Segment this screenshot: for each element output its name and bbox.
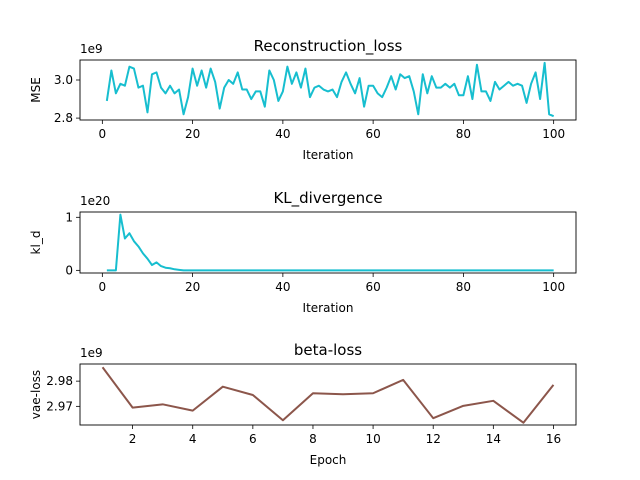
x-tick-label: 20 [185,127,200,141]
axes-frame [79,211,577,274]
series-line-0 [105,61,555,118]
x-tick-label: 100 [542,280,565,294]
y-axis-label: vae-loss [29,370,43,419]
x-tick-label: 6 [249,432,257,446]
x-tick-label: 2 [129,432,137,446]
y-axis-label: MSE [29,77,43,103]
x-axis-label: Iteration [303,148,354,162]
x-axis-label: Epoch [310,453,347,467]
y-offset-text: 1e20 [80,194,110,208]
y-tick-label: 0 [65,263,73,277]
x-tick-label: 8 [309,432,317,446]
x-tick-label: 60 [365,127,380,141]
x-tick-label: 0 [99,127,107,141]
series-line-0 [106,213,554,272]
y-tick-label: 2.98 [46,374,73,388]
x-tick-label: 80 [456,280,471,294]
x-tick-label: 4 [189,432,197,446]
y-tick-label: 2.8 [54,111,73,125]
chart-reconstruction-loss: Reconstruction_loss Iteration MSE 1e9 0 2… [29,37,577,162]
axes-frame [79,59,577,121]
series-line-0 [101,366,555,424]
x-tick-label: 0 [99,280,107,294]
chart-title: KL_divergence [273,189,382,208]
x-tick-label: 12 [426,432,441,446]
axes-frame [79,363,577,426]
x-tick-label: 20 [185,280,200,294]
x-tick-label: 40 [275,280,290,294]
chart-kl-divergence: KL_divergence Iteration kl_d 1e20 0 20 40 6… [29,189,577,315]
chart-beta-loss: beta-loss Epoch vae-loss 1e9 2 4 6 8 10 12 14 1… [29,341,577,467]
x-tick-label: 60 [365,280,380,294]
x-tick-label: 10 [365,432,380,446]
x-axis-label: Iteration [303,301,354,315]
chart-title: beta-loss [294,341,362,359]
y-offset-text: 1e9 [80,42,103,56]
y-offset-text: 1e9 [80,346,103,360]
x-tick-label: 14 [486,432,501,446]
x-tick-label: 40 [275,127,290,141]
y-tick-label: 1 [65,210,73,224]
x-tick-label: 16 [546,432,561,446]
y-axis-label: kl_d [29,231,43,255]
x-tick-label: 100 [542,127,565,141]
y-tick-label: 2.97 [46,399,73,413]
x-tick-label: 80 [456,127,471,141]
y-tick-label: 3.0 [54,73,73,87]
chart-title: Reconstruction_loss [254,37,403,56]
